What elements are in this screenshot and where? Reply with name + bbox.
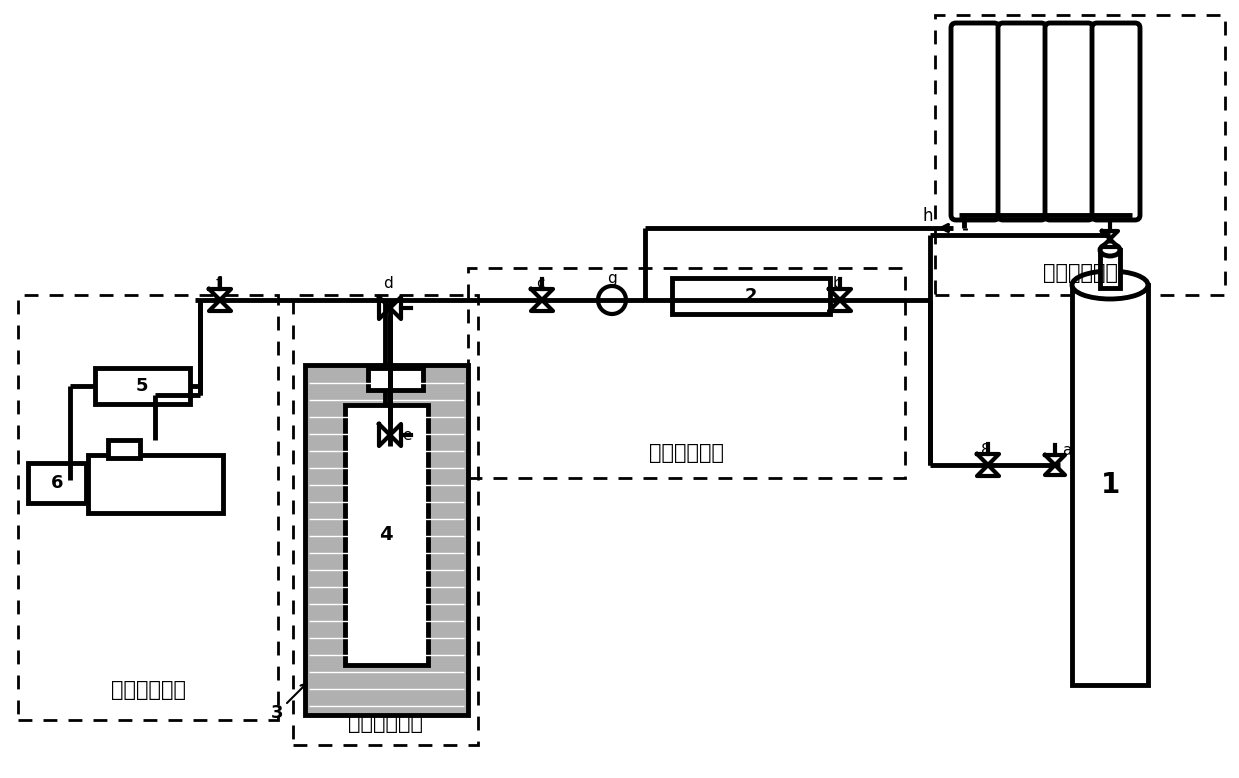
Text: 6: 6 bbox=[51, 474, 63, 492]
Bar bbox=[672, 278, 830, 314]
Bar bbox=[368, 368, 422, 390]
Bar bbox=[1072, 285, 1149, 685]
Bar bbox=[108, 440, 140, 458]
Bar bbox=[468, 268, 904, 478]
Polygon shape bbox=[379, 297, 401, 319]
Bar bbox=[95, 368, 190, 404]
Text: e: e bbox=[403, 427, 411, 443]
Polygon shape bbox=[532, 289, 553, 311]
Bar bbox=[305, 365, 468, 715]
FancyBboxPatch shape bbox=[997, 23, 1046, 220]
Polygon shape bbox=[1044, 455, 1066, 475]
Polygon shape bbox=[379, 424, 401, 446]
Text: 真空脱气系统: 真空脱气系统 bbox=[110, 680, 186, 700]
Text: c: c bbox=[535, 275, 544, 290]
Bar bbox=[1100, 250, 1120, 288]
Text: h: h bbox=[923, 207, 933, 225]
Polygon shape bbox=[978, 454, 999, 476]
Polygon shape bbox=[829, 289, 851, 311]
Circle shape bbox=[598, 286, 626, 314]
FancyBboxPatch shape bbox=[952, 23, 999, 220]
Text: 吸附平衡系统: 吸附平衡系统 bbox=[348, 713, 422, 733]
Text: 扩散测量系统: 扩散测量系统 bbox=[1042, 263, 1118, 283]
Text: a: a bbox=[1062, 443, 1072, 457]
Bar bbox=[88, 455, 223, 513]
Text: 4: 4 bbox=[379, 525, 393, 545]
FancyBboxPatch shape bbox=[1044, 23, 1093, 220]
Bar bbox=[344, 405, 427, 665]
Bar bbox=[19, 295, 278, 720]
Text: 1: 1 bbox=[1100, 471, 1120, 499]
Text: b: b bbox=[833, 275, 843, 290]
FancyBboxPatch shape bbox=[1092, 23, 1140, 220]
Ellipse shape bbox=[1072, 271, 1149, 299]
Bar bbox=[935, 15, 1225, 295]
Bar bbox=[28, 463, 85, 503]
Text: g: g bbox=[607, 271, 617, 286]
Text: f: f bbox=[216, 275, 221, 290]
Text: 3: 3 bbox=[271, 704, 284, 722]
Polygon shape bbox=[1101, 231, 1118, 247]
Text: 8: 8 bbox=[981, 443, 991, 457]
Bar bbox=[292, 295, 478, 745]
Polygon shape bbox=[209, 289, 230, 311]
Text: 高压充气系统: 高压充气系统 bbox=[649, 443, 724, 463]
Text: 5: 5 bbox=[136, 377, 149, 395]
Ellipse shape bbox=[1100, 244, 1120, 256]
Text: 2: 2 bbox=[745, 287, 757, 305]
Text: d: d bbox=[383, 275, 393, 290]
